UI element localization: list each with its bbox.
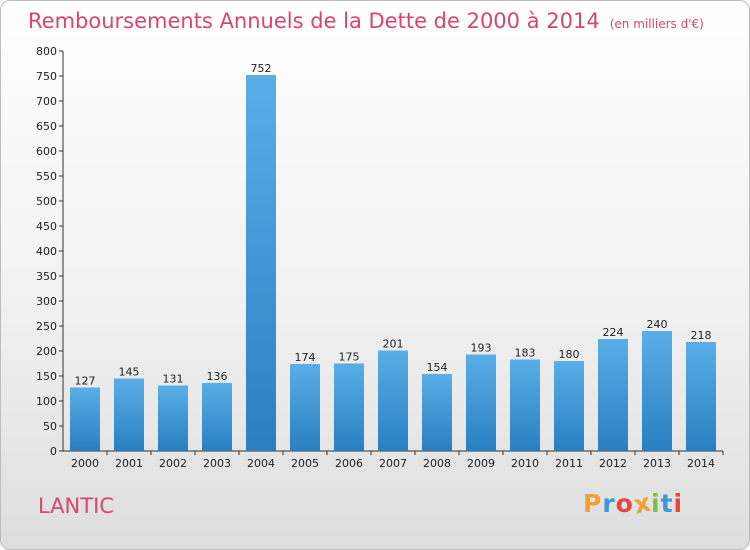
- x-tick-label-2008: 2008: [423, 457, 451, 470]
- value-label-2013: 240: [647, 318, 668, 331]
- bar-2012: [598, 339, 628, 451]
- bar-2007: [378, 350, 408, 451]
- value-label-2005: 174: [295, 351, 316, 364]
- value-label-2000: 127: [75, 375, 96, 388]
- y-tick-label: 300: [36, 295, 57, 308]
- chart-title: Remboursements Annuels de la Dette de 20…: [28, 9, 704, 33]
- y-tick-label: 800: [36, 45, 57, 58]
- y-tick-label: 550: [36, 170, 57, 183]
- y-tick-label: 500: [36, 195, 57, 208]
- value-label-2008: 154: [427, 361, 448, 374]
- y-tick-label: 700: [36, 95, 57, 108]
- x-tick-label-2011: 2011: [555, 457, 583, 470]
- bar-2014: [686, 342, 716, 451]
- logo-letter: r: [602, 489, 616, 518]
- chart-bars: [70, 75, 716, 451]
- chart-value-labels: 127 145 131 136 752 174 175 201 154 193 183 180 224 2…: [75, 62, 712, 388]
- bar-2009: [466, 354, 496, 451]
- chart-title-text: Remboursements Annuels de la Dette de 20…: [28, 9, 600, 33]
- bar-2008: [422, 374, 452, 451]
- bar-2004: [246, 75, 276, 451]
- y-tick-label: 600: [36, 145, 57, 158]
- value-label-2009: 193: [471, 342, 492, 355]
- commune-name: LANTIC: [38, 494, 114, 518]
- x-tick-label-2013: 2013: [643, 457, 671, 470]
- bar-2005: [290, 364, 320, 451]
- x-tick-label-2010: 2010: [511, 457, 539, 470]
- y-tick-label: 200: [36, 345, 57, 358]
- y-tick-label: 50: [43, 420, 57, 433]
- value-label-2010: 183: [515, 347, 536, 360]
- logo-letter: i: [651, 489, 661, 518]
- value-label-2006: 175: [339, 351, 360, 364]
- logo-letter: i: [673, 489, 684, 518]
- chart-subtitle: (en milliers d'€): [609, 17, 704, 31]
- logo-letter: P: [583, 489, 603, 518]
- value-label-2004: 752: [251, 62, 272, 75]
- y-tick-label: 150: [36, 370, 57, 383]
- y-tick-label: 400: [36, 245, 57, 258]
- y-tick-label: 0: [50, 445, 57, 458]
- x-tick-label-2000: 2000: [71, 457, 99, 470]
- x-tick-label-2009: 2009: [467, 457, 495, 470]
- value-label-2014: 218: [691, 329, 712, 342]
- y-tick-label: 750: [36, 70, 57, 83]
- y-tick-label: 650: [36, 120, 57, 133]
- x-tick-label-2007: 2007: [379, 457, 407, 470]
- value-label-2002: 131: [163, 373, 184, 386]
- x-tick-label-2006: 2006: [335, 457, 363, 470]
- bar-2010: [510, 359, 540, 451]
- bar-2011: [554, 361, 584, 451]
- value-label-2003: 136: [207, 370, 228, 383]
- bar-2000: [70, 387, 100, 451]
- x-tick-label-2005: 2005: [291, 457, 319, 470]
- value-label-2012: 224: [603, 326, 624, 339]
- y-tick-label: 100: [36, 395, 57, 408]
- bar-2003: [202, 383, 232, 451]
- value-label-2011: 180: [559, 348, 580, 361]
- x-tick-label-2014: 2014: [687, 457, 715, 470]
- logo-letter: t: [660, 489, 674, 518]
- x-tick-label-2001: 2001: [115, 457, 143, 470]
- value-label-2007: 201: [383, 338, 404, 351]
- y-tick-label: 350: [36, 270, 57, 283]
- bar-2002: [158, 385, 188, 451]
- x-tick-label-2012: 2012: [599, 457, 627, 470]
- value-label-2001: 145: [119, 366, 140, 379]
- logo-letter: o: [615, 489, 634, 518]
- bar-2013: [642, 331, 672, 451]
- x-tick-label-2004: 2004: [247, 457, 275, 470]
- chart-axes: 0 50 100 150 200 250 300 350 400 450 500 550 600 650 7…: [36, 45, 724, 470]
- x-tick-label-2002: 2002: [159, 457, 187, 470]
- proxiti-logo: Proxiti: [583, 488, 684, 520]
- x-tick-label-2003: 2003: [203, 457, 231, 470]
- y-tick-label: 450: [36, 220, 57, 233]
- y-tick-label: 250: [36, 320, 57, 333]
- bar-2001: [114, 378, 144, 451]
- bar-2006: [334, 363, 364, 451]
